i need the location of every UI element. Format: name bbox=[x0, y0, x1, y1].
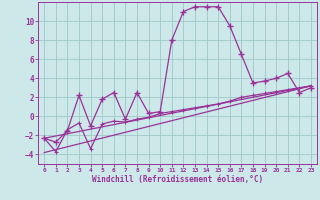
X-axis label: Windchill (Refroidissement éolien,°C): Windchill (Refroidissement éolien,°C) bbox=[92, 175, 263, 184]
